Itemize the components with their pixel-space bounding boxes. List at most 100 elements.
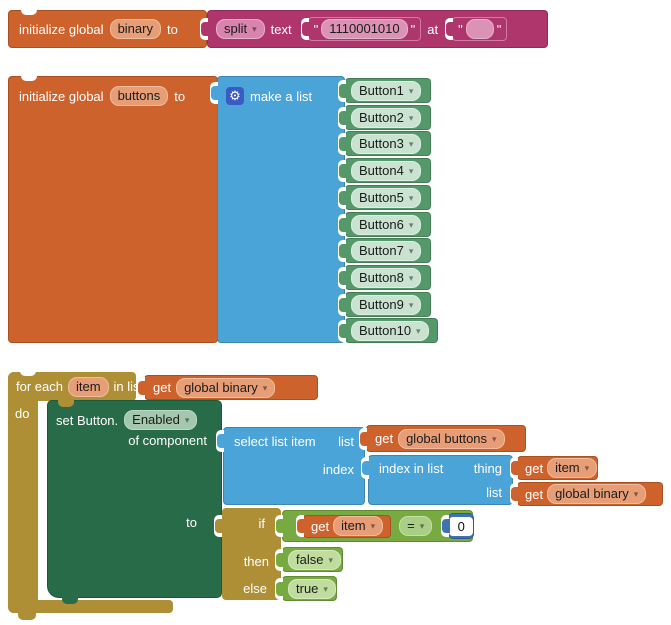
dropdown-arrow-icon: ▾	[408, 299, 414, 310]
variable-dropdown-global-binary[interactable]: global binary ▾	[176, 377, 276, 398]
make-a-list-block[interactable]: ⚙ make a list	[217, 76, 345, 343]
dropdown-arrow-icon: ▾	[252, 24, 257, 34]
component-block-button10[interactable]: Button10 ▾	[345, 318, 438, 343]
previous-statement-nub	[58, 400, 74, 407]
component-dropdown[interactable]: Button7 ▾	[351, 240, 422, 261]
number-block-zero[interactable]: 0	[448, 513, 475, 539]
text-string-block[interactable]: " 1110001010 "	[307, 17, 422, 41]
logic-false-block[interactable]: false ▾	[282, 547, 343, 572]
component-dropdown[interactable]: Button5 ▾	[351, 187, 422, 208]
dropdown-arrow-icon: ▾	[408, 138, 414, 149]
next-statement-nub	[62, 597, 78, 604]
logic-value-label: false	[296, 551, 324, 567]
select-list-item-block[interactable]: select list item list index	[223, 427, 365, 505]
component-block-button4[interactable]: Button4 ▾	[345, 158, 431, 183]
logic-true-block[interactable]: true ▾	[282, 576, 337, 601]
comparison-operator-dropdown[interactable]: = ▾	[399, 516, 433, 536]
at-string-block[interactable]: " "	[452, 17, 508, 41]
get-global-buttons-block[interactable]: get global buttons ▾	[366, 425, 526, 452]
variable-label: global buttons	[406, 430, 488, 446]
top-notch	[20, 371, 36, 376]
component-dropdown[interactable]: Button4 ▾	[351, 160, 422, 181]
select-list-item-label: select list item	[234, 434, 316, 449]
get-label: get	[375, 431, 394, 446]
list-socket-label: list	[486, 485, 502, 500]
component-dropdown[interactable]: Button8 ▾	[351, 267, 422, 288]
thing-socket-label: thing	[473, 461, 502, 476]
at-value-field[interactable]	[465, 19, 494, 39]
do-label: do	[15, 406, 30, 421]
dropdown-arrow-icon: ▾	[633, 489, 639, 499]
component-block-button6[interactable]: Button6 ▾	[345, 212, 431, 237]
component-label: Button7	[359, 242, 404, 258]
for-each-block-header[interactable]: for each item in list	[8, 371, 143, 401]
split-operator-dropdown[interactable]: split ▾	[216, 19, 265, 39]
for-each-left-column[interactable]	[8, 372, 38, 613]
loop-variable-field[interactable]: item	[67, 376, 109, 397]
variable-label: global binary	[184, 379, 258, 395]
quote-mark: "	[410, 21, 416, 37]
component-dropdown[interactable]: Button1 ▾	[351, 80, 422, 101]
top-notch	[21, 76, 37, 81]
variable-dropdown-item[interactable]: item ▾	[547, 458, 598, 478]
get-label: get	[153, 380, 172, 395]
component-label: Button10	[359, 322, 412, 338]
component-dropdown[interactable]: Button2 ▾	[351, 107, 422, 128]
get-global-binary-block[interactable]: get global binary ▾	[144, 375, 318, 400]
component-block-button5[interactable]: Button5 ▾	[345, 185, 431, 210]
at-socket-label: at	[427, 21, 439, 37]
set-button-label: set Button.	[56, 412, 119, 428]
text-socket-label: text	[270, 21, 292, 37]
component-block-button1[interactable]: Button1 ▾	[345, 78, 431, 103]
logic-value-dropdown[interactable]: true ▾	[288, 578, 336, 599]
component-dropdown[interactable]: Button3 ▾	[351, 133, 422, 154]
next-statement-tab	[18, 613, 36, 620]
property-dropdown-enabled[interactable]: Enabled ▾	[124, 410, 198, 430]
component-label: Button9	[359, 296, 404, 312]
make-a-list-label: make a list	[250, 88, 313, 104]
quote-mark: "	[313, 21, 319, 37]
dropdown-arrow-icon: ▾	[408, 245, 414, 256]
mutator-gear-icon[interactable]: ⚙	[226, 87, 244, 105]
init-global-buttons-block[interactable]: initialize global buttons to	[8, 76, 218, 343]
property-label: Enabled	[132, 412, 180, 427]
component-block-button7[interactable]: Button7 ▾	[345, 238, 431, 263]
component-block-button9[interactable]: Button9 ▾	[345, 292, 431, 317]
component-block-button8[interactable]: Button8 ▾	[345, 265, 431, 290]
equals-comparison-block[interactable]: get item ▾ = ▾ 0	[282, 510, 475, 542]
for-each-bottom-bar[interactable]	[8, 600, 173, 620]
variable-name-field-binary[interactable]: binary	[109, 19, 161, 39]
dropdown-arrow-icon: ▾	[408, 192, 414, 203]
number-value-field[interactable]: 0	[449, 516, 474, 536]
component-dropdown[interactable]: Button6 ▾	[351, 214, 422, 235]
logic-value-dropdown[interactable]: false ▾	[288, 549, 341, 570]
component-dropdown[interactable]: Button9 ▾	[351, 294, 422, 315]
variable-dropdown-global-binary[interactable]: global binary ▾	[547, 484, 647, 504]
component-block-button2[interactable]: Button2 ▾	[345, 105, 431, 130]
set-button-enabled-block[interactable]: set Button. Enabled ▾ of component to	[47, 400, 222, 604]
dropdown-arrow-icon: ▾	[328, 554, 333, 565]
get-global-binary-block2[interactable]: get global binary ▾	[517, 482, 663, 506]
top-notch	[21, 10, 37, 15]
index-in-list-label: index in list	[379, 461, 444, 476]
get-item-block[interactable]: get item ▾	[517, 456, 598, 480]
get-item-block2[interactable]: get item ▾	[303, 514, 392, 538]
split-operator-label: split	[224, 21, 248, 36]
if-label: if	[258, 516, 266, 531]
of-component-label: of component	[128, 433, 207, 448]
dropdown-arrow-icon: ▾	[408, 85, 414, 96]
split-text-block[interactable]: split ▾ text " 1110001010 " at " "	[207, 10, 548, 48]
if-then-else-block[interactable]: if then else	[222, 508, 281, 600]
variable-dropdown-global-buttons[interactable]: global buttons ▾	[398, 428, 505, 449]
variable-name-field-buttons[interactable]: buttons	[109, 86, 169, 106]
variable-dropdown-item[interactable]: item ▾	[333, 516, 384, 536]
index-in-list-block[interactable]: index in list thing list	[368, 455, 513, 505]
index-socket-label: index	[322, 462, 354, 477]
init-global-binary-block[interactable]: initialize global binary to	[8, 10, 207, 48]
component-block-button3[interactable]: Button3 ▾	[345, 131, 431, 156]
component-dropdown[interactable]: Button10 ▾	[351, 320, 429, 341]
component-label: Button8	[359, 269, 404, 285]
else-label: else	[243, 581, 267, 596]
text-value-field[interactable]: 1110001010	[321, 19, 408, 39]
